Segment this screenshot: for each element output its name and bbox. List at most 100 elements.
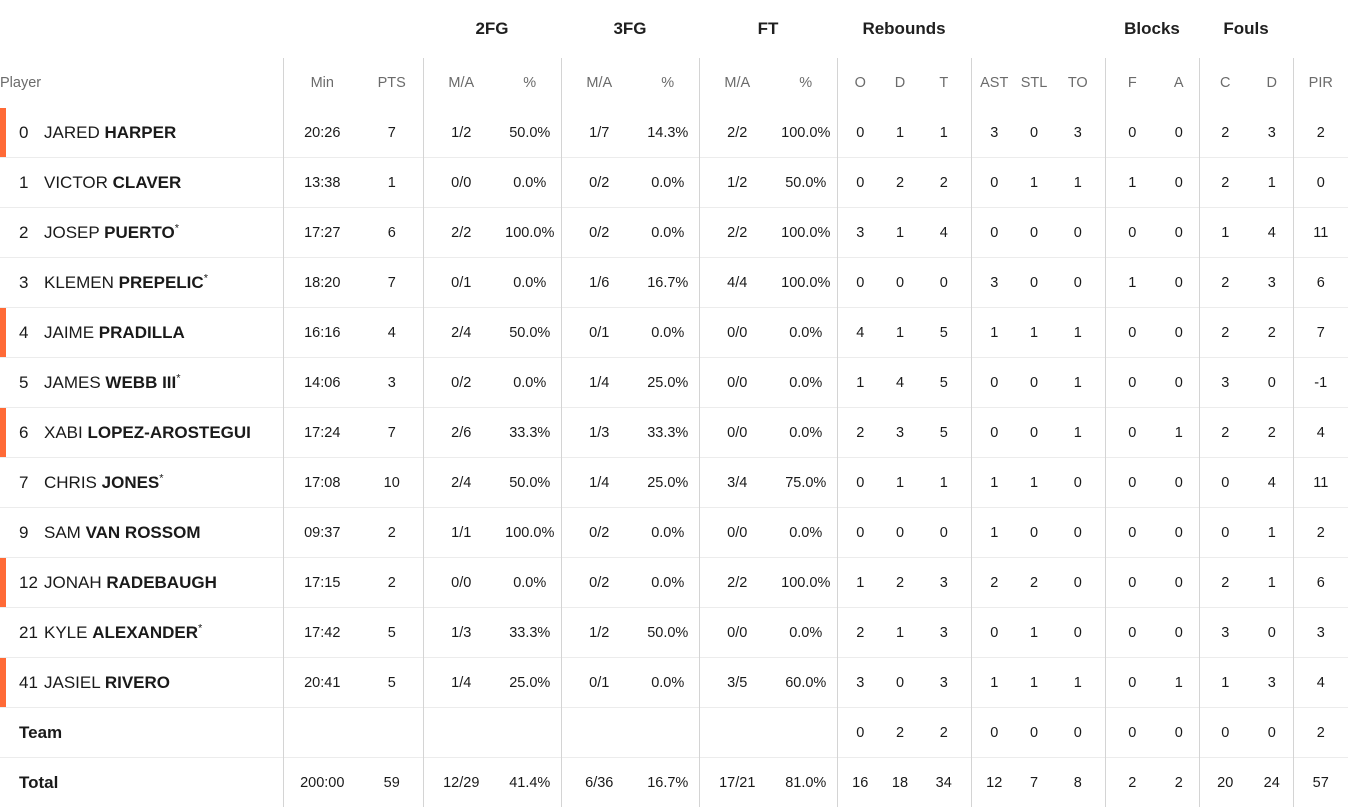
stat-reb-d: 1: [883, 308, 917, 358]
col-header-reb-t[interactable]: T: [917, 58, 971, 108]
stat-pir: 3: [1293, 608, 1348, 658]
player-first-name[interactable]: KYLE: [44, 623, 87, 642]
group-3fg: 3FG: [561, 0, 699, 58]
stat-ft-pct: 100.0%: [775, 258, 837, 308]
stat-reb-d: 2: [883, 558, 917, 608]
stat-stl: 0: [1017, 408, 1051, 458]
col-header-player[interactable]: Player: [0, 58, 283, 108]
col-header-reb-o[interactable]: O: [837, 58, 883, 108]
col-header-stl[interactable]: STL: [1017, 58, 1051, 108]
col-header-to[interactable]: TO: [1051, 58, 1105, 108]
col-header-blk-a[interactable]: A: [1159, 58, 1199, 108]
stat-fg2-pct: 0.0%: [499, 158, 561, 208]
player-last-name[interactable]: ALEXANDER: [92, 623, 198, 642]
col-header-ft-pct[interactable]: %: [775, 58, 837, 108]
col-header-foul-c[interactable]: C: [1199, 58, 1251, 108]
col-header-2fg-ma[interactable]: M/A: [423, 58, 499, 108]
player-first-name[interactable]: SAM: [44, 523, 81, 542]
stat-pir: 11: [1293, 458, 1348, 508]
player-last-name[interactable]: PREPELIC: [119, 273, 204, 292]
col-header-min[interactable]: Min: [283, 58, 361, 108]
stat-min: 14:06: [283, 358, 361, 408]
player-first-name[interactable]: VICTOR: [44, 173, 108, 192]
player-first-name[interactable]: CHRIS: [44, 473, 97, 492]
stat-min: 17:08: [283, 458, 361, 508]
stat-foul-c: 0: [1199, 508, 1251, 558]
col-header-3fg-pct[interactable]: %: [637, 58, 699, 108]
player-first-name[interactable]: XABI: [44, 423, 83, 442]
player-last-name[interactable]: VAN ROSSOM: [86, 523, 201, 542]
stat-fg2-pct: 100.0%: [499, 208, 561, 258]
group-blocks: Blocks: [1105, 0, 1199, 58]
stat-reb-t: 3: [917, 558, 971, 608]
stat-pts: [361, 708, 423, 758]
player-marker: [0, 108, 6, 157]
stat-fg3-ma: 1/6: [561, 258, 637, 308]
player-first-name[interactable]: KLEMEN: [44, 273, 114, 292]
stat-reb-d: 18: [883, 758, 917, 807]
player-last-name[interactable]: RADEBAUGH: [106, 573, 217, 592]
col-header-blk-f[interactable]: F: [1105, 58, 1159, 108]
player-last-name[interactable]: WEBB III: [105, 373, 176, 392]
player-first-name[interactable]: JAMES: [44, 373, 101, 392]
col-header-pir[interactable]: PIR: [1293, 58, 1348, 108]
player-first-name[interactable]: JAIME: [44, 323, 94, 342]
stat-reb-t: 1: [917, 108, 971, 158]
stat-fg2-pct: 41.4%: [499, 758, 561, 807]
player-last-name[interactable]: RIVERO: [105, 673, 170, 692]
stat-ft-pct: 100.0%: [775, 108, 837, 158]
player-last-name[interactable]: JONES: [102, 473, 160, 492]
player-first-name[interactable]: JARED: [44, 123, 100, 142]
player-last-name[interactable]: PRADILLA: [99, 323, 185, 342]
col-header-pts[interactable]: PTS: [361, 58, 423, 108]
player-first-name[interactable]: JASIEL: [44, 673, 100, 692]
player-first-name[interactable]: JOSEP: [44, 223, 99, 242]
col-header-foul-d[interactable]: D: [1251, 58, 1293, 108]
col-header-3fg-ma[interactable]: M/A: [561, 58, 637, 108]
player-last-name[interactable]: CLAVER: [113, 173, 182, 192]
player-last-name[interactable]: LOPEZ-AROSTEGUI: [87, 423, 250, 442]
stat-fg2-pct: [499, 708, 561, 758]
stat-pir: 6: [1293, 258, 1348, 308]
stat-blk-f: 0: [1105, 208, 1159, 258]
col-header-reb-d[interactable]: D: [883, 58, 917, 108]
stat-stl: 1: [1017, 658, 1051, 708]
col-header-2fg-pct[interactable]: %: [499, 58, 561, 108]
stat-foul-c: 0: [1199, 458, 1251, 508]
player-first-name[interactable]: JONAH: [44, 573, 102, 592]
player-last-name[interactable]: PUERTO: [104, 223, 175, 242]
stat-reb-t: 1: [917, 458, 971, 508]
col-header-ft-ma[interactable]: M/A: [699, 58, 775, 108]
player-last-name[interactable]: HARPER: [104, 123, 176, 142]
stat-fg3-ma: 0/2: [561, 558, 637, 608]
stat-reb-t: 2: [917, 708, 971, 758]
stat-reb-t: 4: [917, 208, 971, 258]
stat-fg2-ma: 2/6: [423, 408, 499, 458]
col-header-ast[interactable]: AST: [971, 58, 1017, 108]
